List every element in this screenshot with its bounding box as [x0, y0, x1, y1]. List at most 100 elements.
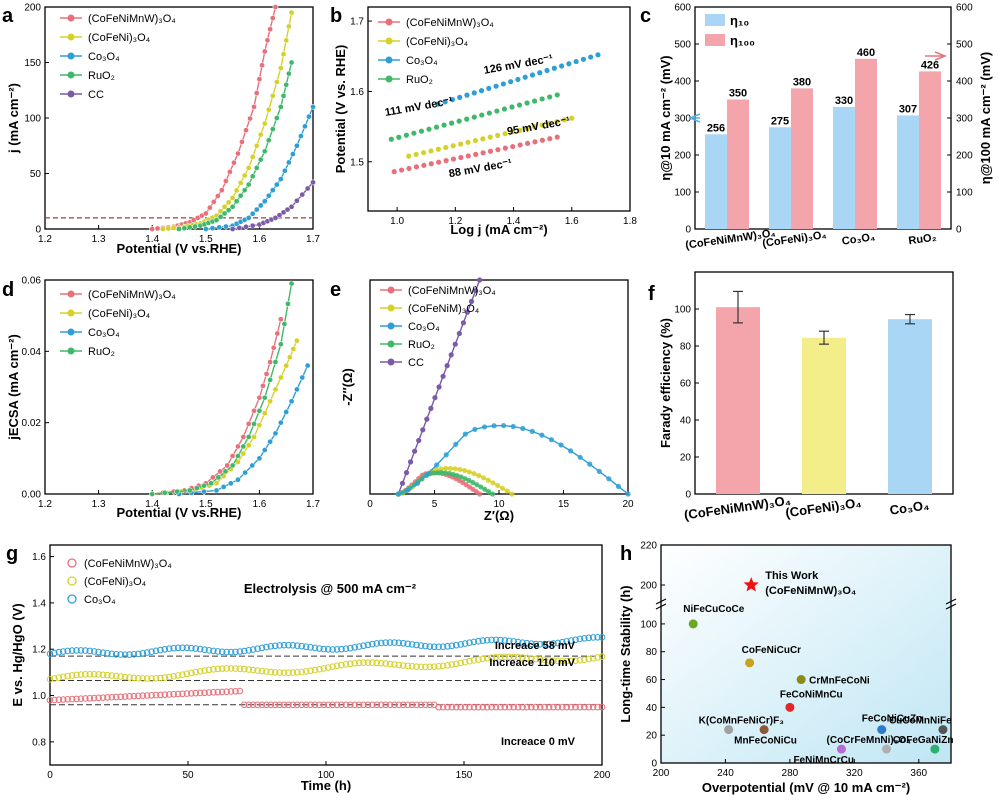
series-a-point — [243, 127, 249, 134]
series-d-point — [272, 359, 279, 365]
tafel-point — [531, 98, 538, 104]
stability-point — [342, 661, 350, 668]
slope-label: 95 mV dec⁻¹ — [506, 115, 571, 138]
stability-point — [152, 691, 160, 699]
stability-point — [320, 665, 328, 672]
stability-point — [276, 669, 283, 676]
series-a-point — [245, 181, 252, 188]
stability-point — [254, 701, 261, 709]
tafel-point — [500, 81, 506, 87]
y-tick-label: 220 — [640, 541, 657, 552]
stability-point — [298, 701, 306, 709]
nyquist-point — [446, 470, 452, 477]
x-tick-label: 1.7 — [306, 499, 320, 510]
x-tick-label: 1.3 — [92, 499, 106, 510]
stability-point — [126, 651, 133, 658]
series-a-point — [277, 176, 284, 182]
stability-point — [528, 703, 535, 711]
series-d-point — [215, 474, 222, 481]
stability-point — [302, 701, 310, 709]
series-d-point — [174, 488, 181, 495]
cc-point — [448, 352, 454, 358]
legend-entry: (CoFeNi)₃O₄ — [88, 32, 151, 44]
literature-point — [745, 658, 755, 668]
series-d-point — [149, 491, 156, 497]
stability-point — [285, 641, 292, 649]
series-a-point — [231, 159, 237, 166]
stability-point — [249, 646, 257, 653]
series-d-point — [256, 455, 263, 462]
stability-point — [174, 690, 182, 698]
x-tick-label: 320 — [846, 768, 863, 779]
series-a-point — [251, 104, 257, 110]
stability-point — [117, 693, 124, 701]
stability-point — [457, 703, 464, 711]
increase-label: Increace 0 mV — [501, 736, 576, 748]
nyquist-point — [615, 483, 622, 489]
stability-point — [364, 701, 372, 709]
stability-point — [316, 645, 323, 652]
tafel-point — [388, 136, 394, 142]
series-d-point — [245, 421, 252, 427]
x-tick-label: 1.6 — [252, 234, 266, 245]
series-a-point — [261, 120, 268, 127]
legend-entry: Co₃O₄ — [88, 51, 120, 63]
stability-point — [505, 703, 513, 711]
panel-h-axes — [660, 544, 952, 764]
stability-point — [501, 703, 509, 711]
stability-point — [112, 693, 120, 701]
y-tick-label: 0 — [956, 225, 962, 236]
series-d-point — [251, 434, 257, 440]
tafel-point — [428, 148, 434, 154]
legend-marker — [387, 358, 395, 366]
stability-point — [338, 645, 345, 653]
bar-eta100 — [855, 58, 877, 229]
stability-point — [505, 653, 513, 661]
legend-entry: (CoFeNiMnW)₃O₄ — [88, 13, 176, 25]
stability-point — [104, 694, 111, 701]
stability-point — [59, 696, 67, 703]
tafel-point — [494, 108, 500, 114]
stability-point — [90, 671, 98, 678]
series-d-point — [272, 386, 279, 393]
nyquist-point — [438, 470, 445, 476]
stability-point — [289, 701, 297, 709]
stability-point — [285, 701, 292, 709]
stability-point — [333, 662, 341, 670]
y-tick-label: 600 — [956, 3, 973, 14]
series-d-point — [288, 280, 295, 287]
y-tick-label: 0 — [685, 225, 691, 236]
series-a-point — [265, 192, 272, 199]
point-label: FeCoNiMnCu — [780, 689, 843, 700]
y-tick-label: 600 — [674, 3, 691, 14]
stability-point — [558, 657, 566, 665]
series-a-point — [206, 204, 213, 211]
nyquist-point — [567, 448, 574, 454]
y-tick-label: 50 — [30, 169, 42, 180]
stability-point — [117, 673, 124, 680]
tafel-point — [554, 118, 560, 125]
stability-point — [448, 642, 456, 650]
stability-point — [280, 669, 288, 677]
series-a-point — [286, 70, 292, 77]
tafel-point — [495, 132, 501, 139]
y-tick-label: 1.5 — [350, 157, 364, 168]
y-axis-label: Potential (V vs. RHE) — [333, 45, 348, 174]
series-a-point — [160, 226, 166, 232]
panel-label: f — [648, 283, 655, 305]
series-d-line — [152, 283, 293, 495]
point-label: This Work — [765, 570, 819, 582]
tafel-point — [501, 106, 508, 112]
nyquist-point — [495, 482, 501, 489]
panel-label: h — [620, 543, 632, 565]
tafel-point — [524, 125, 530, 132]
series-d-point — [249, 462, 256, 469]
stability-point — [143, 692, 151, 699]
series-d-point — [263, 371, 270, 377]
tafel-point — [580, 56, 587, 62]
series-a-point — [273, 115, 280, 121]
stability-point — [192, 689, 200, 697]
x-tick-label: 1.6 — [252, 499, 266, 510]
stability-point — [307, 644, 314, 651]
stability-point — [395, 701, 403, 709]
